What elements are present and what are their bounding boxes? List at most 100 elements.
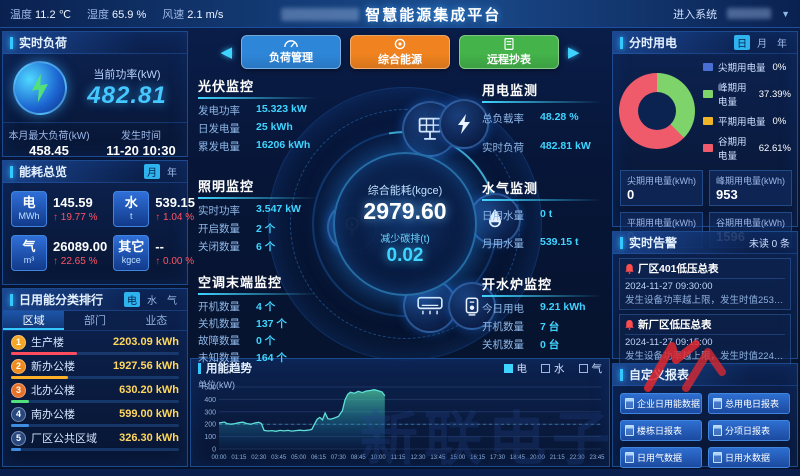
legend-peak: 峰期用电量 37.39% bbox=[703, 80, 791, 108]
up-arrow-icon: ↑ bbox=[53, 212, 58, 223]
document-icon bbox=[625, 425, 634, 436]
central-monitoring-stage: 综合能耗(kgce) 2979.60 减少碳排(t) 0.02 bbox=[190, 74, 610, 364]
rank-badge: 4 bbox=[11, 406, 26, 422]
water-gas-monitor-block: 水气监测 日用水量 0 t 月用水量 539.15 t bbox=[482, 178, 608, 251]
realtime-load-title: 实时负荷 bbox=[3, 32, 187, 54]
carbon-gauge-value: 0.02 bbox=[386, 244, 424, 266]
pv-monitor-block: 光伏监控 发电功率 15.323 kW 日发电量 25 kWh 累发电量 16206 … bbox=[198, 76, 368, 154]
custom-reports-panel: 自定义报表 企业日用能数据 总用电日报表 楼栋日报表 分项日报表 日用气数据 日… bbox=[612, 363, 798, 468]
svg-text:07:30: 07:30 bbox=[331, 455, 347, 461]
up-arrow-icon: ↑ bbox=[155, 212, 161, 223]
redacted-logo bbox=[281, 7, 360, 21]
rank-bar bbox=[11, 424, 179, 427]
temperature-stat: 温度 11.2 ℃ bbox=[10, 8, 72, 21]
tab-department[interactable]: 部门 bbox=[83, 315, 106, 327]
integrated-energy-button[interactable]: 综合能源 bbox=[350, 35, 450, 69]
report-button-daily-water[interactable]: 日用水数据 bbox=[708, 447, 790, 468]
remote-meter-button[interactable]: 远程抄表 bbox=[459, 35, 559, 69]
gear-icon bbox=[394, 38, 406, 49]
tab-business[interactable]: 业态 bbox=[145, 315, 168, 327]
toggle-water[interactable]: 水 bbox=[147, 296, 157, 307]
power-monitor-block: 用电监测 总负载率 48.28 % 实时负荷 482.81 kW bbox=[482, 80, 608, 155]
occur-time: 发生时间 11-20 10:30 bbox=[106, 131, 176, 158]
electricity-unit-box: 电 MWh bbox=[11, 191, 47, 227]
report-button-daily-gas[interactable]: 日用气数据 bbox=[620, 447, 702, 468]
flat-swatch-icon bbox=[703, 117, 713, 125]
water-swatch-icon bbox=[541, 363, 550, 373]
svg-text:17:30: 17:30 bbox=[490, 455, 506, 461]
toggle-month[interactable]: 月 bbox=[757, 39, 767, 50]
rank-item[interactable]: 2 新办公楼 1927.56 kWh bbox=[3, 355, 187, 379]
enter-system-link[interactable]: 进入系统 bbox=[673, 8, 718, 21]
peak-swatch-icon bbox=[703, 90, 713, 98]
up-arrow-icon: ↑ bbox=[53, 256, 58, 267]
toggle-day[interactable]: 日 bbox=[734, 35, 750, 50]
document-icon bbox=[713, 398, 722, 409]
rank-item[interactable]: 4 南办公楼 599.00 kWh bbox=[3, 403, 187, 427]
unread-count[interactable]: 未读 0 条 bbox=[748, 239, 790, 250]
report-button-total-electricity[interactable]: 总用电日报表 bbox=[708, 393, 790, 414]
energy-gauge-label: 综合能耗(kgce) bbox=[367, 184, 443, 197]
lighting-monitor-block: 照明监控 实时功率 3.547 kW 开启数量 2 个 关闭数量 6 个 bbox=[198, 176, 368, 254]
svg-text:12:30: 12:30 bbox=[410, 455, 426, 461]
rank-bar bbox=[11, 400, 179, 403]
svg-text:400: 400 bbox=[204, 397, 216, 404]
svg-text:100: 100 bbox=[204, 434, 216, 441]
rank-bar bbox=[11, 448, 179, 451]
carbon-gauge-label: 减少碳排(t) bbox=[380, 233, 430, 245]
carousel-prev-icon[interactable]: ◀ bbox=[220, 44, 232, 61]
legend-gas[interactable]: 气 bbox=[578, 361, 602, 376]
toggle-electricity[interactable]: 电 bbox=[124, 292, 140, 307]
chevron-down-icon[interactable]: ▼ bbox=[781, 8, 790, 19]
svg-text:01:15: 01:15 bbox=[231, 455, 247, 461]
legend-water[interactable]: 水 bbox=[541, 361, 565, 376]
ac-monitor-block: 空调末端监控 开机数量 4 个 关机数量 137 个 故障数量 0 个 未知数量 164… bbox=[198, 272, 368, 365]
donut-hole bbox=[638, 92, 676, 130]
alarm-item[interactable]: 新厂区低压总表 2024-11-27 09:15:00 发生设备功率越上限，发生… bbox=[619, 314, 791, 366]
current-power-value: 482.81 bbox=[87, 82, 167, 109]
valley-swatch-icon bbox=[703, 144, 713, 152]
rank-item[interactable]: 5 厂区公共区域 326.30 kWh bbox=[3, 427, 187, 451]
toggle-year[interactable]: 年 bbox=[167, 168, 177, 179]
svg-text:02:30: 02:30 bbox=[251, 455, 267, 461]
trend-title: 用能趋势 bbox=[198, 360, 252, 376]
energy-trend-panel: 用能趋势 电 水 气 单位(kW) 0 100 200 300 400 500 00:00 0… bbox=[190, 358, 610, 467]
report-button-subitem-daily[interactable]: 分项日报表 bbox=[708, 420, 790, 441]
toggle-year[interactable]: 年 bbox=[777, 39, 787, 50]
rank-item[interactable]: 3 北办公楼 630.20 kWh bbox=[3, 379, 187, 403]
tou-title: 分时用电 bbox=[629, 36, 678, 50]
legend-electricity[interactable]: 电 bbox=[503, 361, 527, 376]
unit-label: 单位(kW) bbox=[198, 380, 235, 390]
overview-gas: 气 m³ 26089.00 ↑ 22.65 % bbox=[11, 235, 107, 271]
tou-electricity-panel: 分时用电 日 月 年 尖期用电量 0% 峰期用电量 37.39% 平期用电量 0% 谷… bbox=[612, 31, 798, 248]
document-icon bbox=[713, 452, 722, 463]
svg-text:06:15: 06:15 bbox=[311, 455, 327, 461]
tab-region[interactable]: 区域 bbox=[3, 311, 65, 330]
toggle-month[interactable]: 月 bbox=[144, 164, 160, 179]
toggle-gas[interactable]: 气 bbox=[167, 296, 177, 307]
weather-stats: 温度 11.2 ℃ 湿度 65.9 % 风速 2.1 m/s bbox=[10, 6, 223, 22]
svg-text:500: 500 bbox=[204, 385, 216, 392]
rank-bar bbox=[11, 352, 179, 355]
legend-flat: 平期用电量 0% bbox=[703, 114, 791, 128]
svg-text:11:15: 11:15 bbox=[391, 455, 406, 461]
svg-text:22:30: 22:30 bbox=[570, 455, 586, 461]
load-management-button[interactable]: 负荷管理 bbox=[241, 35, 341, 69]
report-button-building-daily[interactable]: 楼栋日报表 bbox=[620, 420, 702, 441]
up-arrow-icon: ↑ bbox=[155, 256, 161, 267]
report-button-daily-energy[interactable]: 企业日用能数据 bbox=[620, 393, 702, 414]
overview-other: 其它 kgce -- ↑ 0.00 % bbox=[113, 235, 195, 271]
svg-text:15:00: 15:00 bbox=[450, 455, 466, 461]
rank-badge: 3 bbox=[11, 382, 26, 398]
rank-item[interactable]: 1 生产楼 2203.09 kWh bbox=[3, 331, 187, 355]
carousel-next-icon[interactable]: ▶ bbox=[568, 44, 580, 61]
sharp-swatch-icon bbox=[703, 63, 713, 71]
rank-badge: 2 bbox=[11, 358, 26, 374]
boiler-monitor-block: 开水炉监控 今日用电 9.21 kWh 开机数量 7 台 关机数量 0 台 bbox=[482, 274, 608, 352]
alarm-item[interactable]: 厂区401低压总表 2024-11-27 09:30:00 发生设备功率越上限，… bbox=[619, 258, 791, 310]
alarm-bell-icon bbox=[625, 263, 634, 274]
svg-text:23:45: 23:45 bbox=[590, 455, 606, 461]
legend-valley: 谷期用电量 62.61% bbox=[703, 134, 791, 162]
